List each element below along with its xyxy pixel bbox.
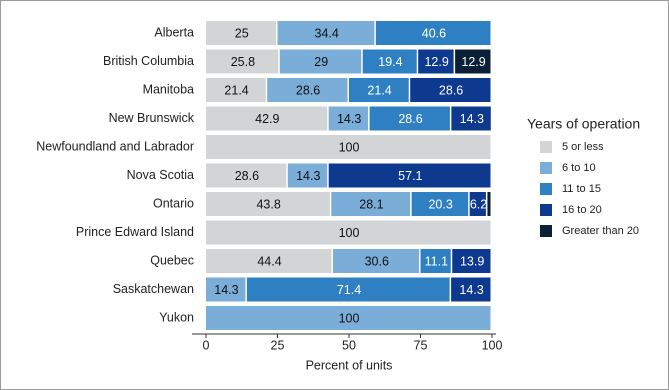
x-tick-label: 0 [203, 338, 210, 352]
data-label: 21.4 [224, 83, 248, 97]
bar-segment [277, 21, 375, 45]
bar-segment [206, 249, 332, 273]
legend-label: 6 to 10 [562, 162, 596, 174]
data-label: 11.1 [425, 254, 448, 268]
bar-segment [420, 249, 451, 273]
data-label: 6.2 [470, 197, 487, 211]
legend-label: 16 to 20 [562, 204, 602, 216]
bar-segment [206, 220, 491, 245]
legend-label: Greater than 20 [562, 225, 639, 237]
data-label: 14.3 [337, 112, 361, 126]
bar-segment [206, 21, 276, 45]
data-label: 28.6 [398, 112, 422, 126]
legend-swatch [540, 162, 552, 174]
bar-segment [206, 306, 491, 330]
bar-segment [375, 21, 491, 45]
data-label: 14.3 [296, 169, 320, 183]
data-label: 19.4 [378, 55, 402, 69]
bar-segment [332, 249, 419, 273]
bar-segment [410, 78, 491, 102]
data-label: 57.1 [398, 169, 422, 183]
legend-swatch [540, 141, 552, 153]
legend-swatch [540, 204, 552, 216]
legend-title: Years of operation [527, 116, 640, 132]
data-label: 20.3 [428, 197, 452, 211]
bar-segment [362, 49, 417, 74]
legend-swatch [540, 225, 552, 237]
bar-segment [369, 106, 450, 131]
x-tick-label: 50 [342, 338, 356, 352]
data-label: 28.6 [235, 169, 259, 183]
data-label: 28.6 [296, 83, 320, 97]
bar-segment [206, 106, 328, 131]
data-label: 34.4 [315, 26, 339, 40]
y-tick-label: Yukon [159, 310, 194, 324]
x-tick-label: 100 [482, 338, 503, 352]
bar-segment [451, 277, 491, 302]
data-label: 13.9 [460, 254, 484, 268]
data-label: 14.3 [459, 283, 483, 297]
y-tick-label: Ontario [153, 196, 194, 210]
bar-segment [452, 249, 491, 273]
bar-segment [206, 78, 266, 102]
bar-segment [349, 78, 409, 102]
bar-segment [206, 163, 287, 188]
data-label: 12.9 [424, 55, 448, 69]
data-label: 14.3 [460, 112, 484, 126]
y-tick-label: Manitoba [143, 82, 194, 96]
data-label: 21.4 [367, 83, 391, 97]
data-label: 43.8 [256, 197, 280, 211]
legend-label: 11 to 15 [562, 183, 601, 195]
bar-segment [279, 49, 362, 74]
data-label: 42.9 [255, 112, 279, 126]
x-tick-label: 75 [414, 338, 428, 352]
bar-segment [328, 106, 369, 131]
data-label: 28.1 [359, 197, 383, 211]
data-label: 44.4 [257, 254, 281, 268]
y-tick-label: British Columbia [103, 54, 194, 68]
bar-segment [206, 277, 246, 302]
data-label: 100 [339, 140, 360, 154]
data-label: 30.6 [365, 254, 389, 268]
y-tick-label: Alberta [154, 25, 194, 39]
bar-segment [487, 192, 491, 216]
y-tick-label: Saskatchewan [113, 282, 194, 296]
bar-segment [287, 163, 328, 188]
y-tick-label: Newfoundland and Labrador [36, 139, 194, 153]
bar-segment [328, 163, 491, 188]
x-axis-title: Percent of units [306, 358, 393, 372]
data-label: 29 [314, 55, 328, 69]
bar-segment [267, 78, 348, 102]
bar-segment [418, 49, 454, 74]
bar-segment [206, 49, 279, 74]
y-tick-label: Nova Scotia [127, 168, 194, 182]
legend-label: 5 or less [562, 141, 604, 153]
bar-segment [206, 135, 491, 159]
bar-segment [451, 106, 491, 131]
legend-swatch [540, 183, 552, 195]
data-label: 28.6 [439, 83, 463, 97]
data-label: 100 [339, 226, 360, 240]
bar-segment [455, 49, 491, 74]
data-label: 12.9 [461, 55, 485, 69]
bar-segment [331, 192, 411, 216]
data-label: 25.8 [231, 55, 255, 69]
bar-segment [246, 277, 450, 302]
data-label: 40.6 [422, 26, 446, 40]
y-tick-label: Quebec [150, 253, 194, 267]
bar-segment [469, 192, 486, 216]
bar-segment [206, 192, 330, 216]
data-label: 100 [339, 311, 360, 325]
data-label: 14.3 [214, 283, 238, 297]
x-tick-label: 25 [271, 338, 285, 352]
data-label: 71.4 [337, 283, 361, 297]
bar-segment [411, 192, 469, 216]
y-tick-label: New Brunswick [109, 111, 195, 125]
data-label: 25 [235, 26, 249, 40]
y-tick-label: Prince Edward Island [76, 225, 194, 239]
